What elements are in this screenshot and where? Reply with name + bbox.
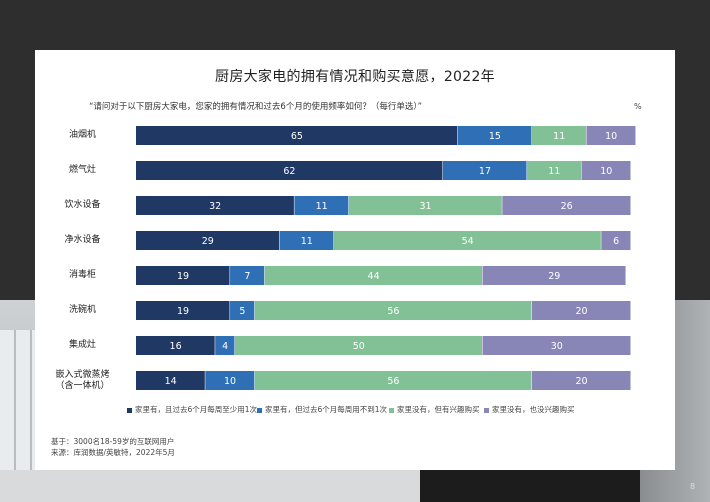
bar-data-label: 54 bbox=[462, 236, 474, 247]
bar-data-label: 17 bbox=[479, 166, 491, 177]
legend-swatch bbox=[257, 407, 262, 413]
legend-swatch bbox=[389, 407, 394, 413]
legend-label: 家里没有，但有兴趣购买 bbox=[397, 405, 480, 414]
bar-segment bbox=[205, 371, 255, 390]
bar-segment bbox=[136, 266, 230, 285]
bar-segment bbox=[457, 126, 532, 145]
legend-label: 家里有，但过去6个月每周用不到1次 bbox=[265, 405, 388, 414]
bar-data-label: 31 bbox=[420, 201, 432, 212]
footnote: 基于：3000名18-59岁的互联网用户 来源：库润数据/英敏特，2022年5月 bbox=[51, 436, 175, 458]
footnote-base: 基于：3000名18-59岁的互联网用户 bbox=[51, 437, 175, 446]
bar-segment bbox=[482, 266, 626, 285]
category-label: 燃气灶 bbox=[68, 165, 96, 175]
bar-data-label: 50 bbox=[353, 341, 365, 352]
legend-item: 家里没有，也没兴趣购买 bbox=[484, 404, 575, 415]
legend-label: 家里有，且过去6个月每周至少用1次 bbox=[135, 405, 258, 414]
bar-segment bbox=[601, 231, 631, 250]
bar-segment bbox=[136, 196, 294, 215]
legend-item: 家里没有，但有兴趣购买 bbox=[389, 404, 480, 415]
bar-segment bbox=[279, 231, 334, 250]
category-label: 集成灶 bbox=[68, 340, 96, 350]
bar-data-label: 56 bbox=[387, 376, 399, 387]
bar-segment bbox=[235, 336, 482, 355]
bar-segment bbox=[230, 301, 255, 320]
legend-item: 家里有，但过去6个月每周用不到1次 bbox=[257, 404, 387, 415]
bar-data-label: 6 bbox=[613, 236, 619, 247]
unit-label: % bbox=[634, 102, 642, 111]
legend-swatch bbox=[484, 407, 489, 413]
bar-data-label: 10 bbox=[600, 166, 612, 177]
bar-segment bbox=[482, 336, 631, 355]
category-label: 洗碗机 bbox=[68, 305, 96, 315]
bar-segment bbox=[136, 371, 205, 390]
bar-data-label: 14 bbox=[165, 376, 177, 387]
bar-data-label: 26 bbox=[561, 201, 573, 212]
bar-segment bbox=[532, 301, 631, 320]
bar-segment bbox=[254, 371, 532, 390]
chart-subtitle: “请问对于以下厨房大家电，您家的拥有情况和过去6个月的使用频率如何？（每行单选）… bbox=[89, 102, 422, 112]
legend-item: 家里有，且过去6个月每周至少用1次 bbox=[127, 404, 257, 415]
bar-segment bbox=[230, 266, 265, 285]
bar-data-label: 11 bbox=[316, 201, 328, 212]
chart-title: 厨房大家电的拥有情况和购买意愿，2022年 bbox=[215, 69, 495, 85]
bar-segment bbox=[532, 371, 631, 390]
background-counter bbox=[0, 470, 420, 502]
bar-data-label: 29 bbox=[202, 236, 214, 247]
bar-data-label: 29 bbox=[548, 271, 560, 282]
page-number: 8 bbox=[690, 482, 696, 491]
bar-data-label: 5 bbox=[239, 306, 245, 317]
bar-segment bbox=[254, 301, 532, 320]
legend-label: 家里没有，也没兴趣购买 bbox=[492, 405, 575, 414]
bar-segment bbox=[136, 126, 458, 145]
bar-segment bbox=[502, 196, 631, 215]
bar-data-label: 7 bbox=[244, 271, 250, 282]
category-label: 净水设备 bbox=[64, 235, 101, 245]
bar-data-label: 15 bbox=[489, 131, 501, 142]
bar-segment bbox=[581, 161, 631, 180]
bar-data-label: 11 bbox=[301, 236, 313, 247]
bar-data-label: 16 bbox=[170, 341, 182, 352]
bar-data-label: 56 bbox=[387, 306, 399, 317]
bar-segment bbox=[348, 196, 502, 215]
bar-data-label: 4 bbox=[222, 341, 228, 352]
bar-data-label: 19 bbox=[177, 306, 189, 317]
bar-segment bbox=[264, 266, 482, 285]
category-label: 嵌入式微蒸烤 （含一体机） bbox=[55, 369, 110, 391]
bar-data-label: 62 bbox=[283, 166, 295, 177]
bar-data-label: 10 bbox=[224, 376, 236, 387]
bar-data-label: 32 bbox=[209, 201, 221, 212]
legend-swatch bbox=[127, 407, 132, 413]
bar-data-label: 11 bbox=[548, 166, 560, 177]
bar-segment bbox=[136, 161, 443, 180]
bar-data-label: 10 bbox=[605, 131, 617, 142]
bar-segment bbox=[442, 161, 527, 180]
bar-segment bbox=[586, 126, 636, 145]
footnote-source: 来源：库润数据/英敏特，2022年5月 bbox=[51, 448, 175, 457]
category-label: 消毒柜 bbox=[68, 270, 96, 280]
bar-data-label: 11 bbox=[553, 131, 565, 142]
category-label: 饮水设备 bbox=[64, 200, 101, 210]
bar-segment bbox=[527, 161, 581, 180]
bar-data-label: 20 bbox=[575, 306, 587, 317]
bar-data-label: 20 bbox=[575, 376, 587, 387]
bar-segment bbox=[294, 196, 349, 215]
bar-segment bbox=[334, 231, 601, 250]
bar-segment bbox=[136, 231, 280, 250]
bar-data-label: 19 bbox=[177, 271, 189, 282]
chart-card: 厨房大家电的拥有情况和购买意愿，2022年 “请问对于以下厨房大家电，您家的拥有… bbox=[35, 50, 675, 470]
category-label: 油烟机 bbox=[68, 130, 96, 140]
bar-data-label: 65 bbox=[291, 131, 303, 142]
bar-segment bbox=[136, 336, 215, 355]
bar-segment bbox=[136, 301, 230, 320]
bar-segment bbox=[215, 336, 235, 355]
bar-data-label: 30 bbox=[551, 341, 563, 352]
bar-segment bbox=[532, 126, 586, 145]
background-stove bbox=[420, 470, 640, 502]
bar-data-label: 44 bbox=[368, 271, 380, 282]
